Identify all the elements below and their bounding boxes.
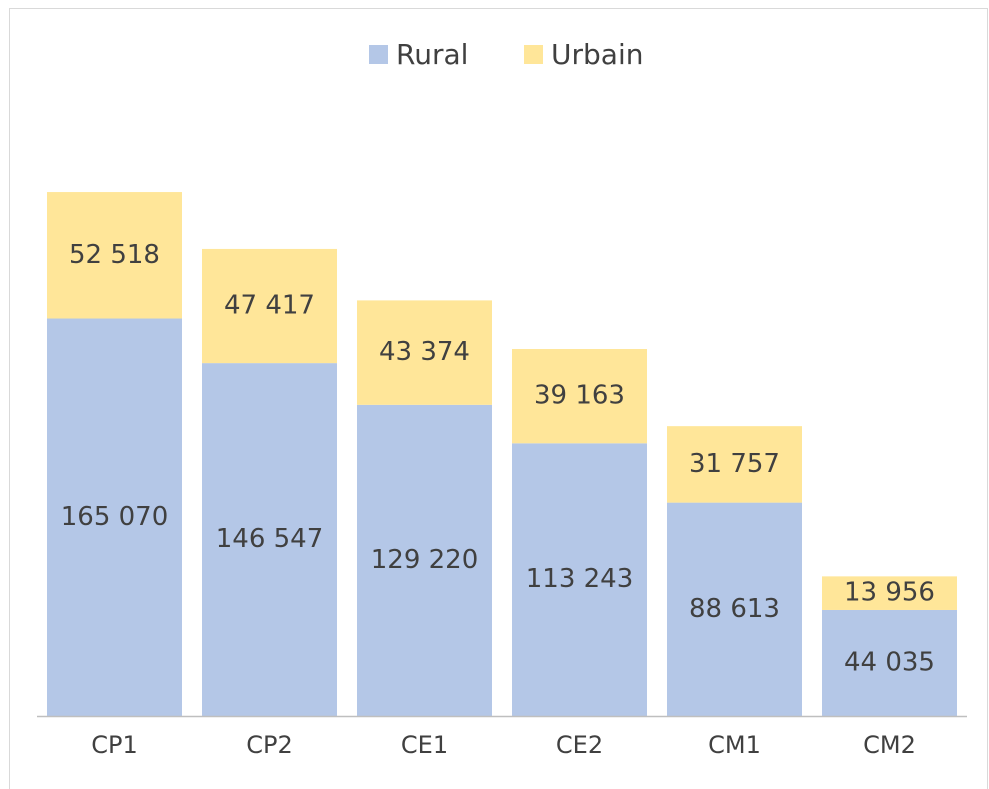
data-label: 47 417 (224, 291, 315, 321)
data-label: 146 547 (216, 524, 324, 554)
bar-segment (47, 192, 182, 319)
bar-segment (512, 443, 647, 716)
legend-swatch (369, 45, 388, 64)
chart-border (9, 8, 988, 789)
legend-label: Urbain (551, 38, 643, 71)
data-label: 52 518 (69, 240, 160, 270)
data-label: 88 613 (689, 594, 780, 624)
bar-segment (822, 609, 957, 716)
data-label: 113 243 (526, 564, 634, 594)
data-label: 44 035 (844, 647, 935, 677)
bar-segment (667, 502, 802, 716)
bar-segment (357, 404, 492, 716)
bar-segment (202, 363, 337, 716)
bar-segment (667, 426, 802, 503)
x-tick-label: CM2 (863, 731, 916, 759)
bar-segment (512, 349, 647, 444)
bar-segment (822, 576, 957, 610)
x-tick-label: CM1 (708, 731, 761, 759)
data-label: 31 757 (689, 449, 780, 479)
data-label: 129 220 (371, 545, 479, 575)
legend-swatch (524, 45, 543, 64)
data-label: 39 163 (534, 381, 625, 411)
x-tick-label: CP1 (91, 731, 138, 759)
data-label: 43 374 (379, 337, 470, 367)
data-label: 13 956 (844, 578, 935, 608)
bar-segment (47, 318, 182, 716)
legend-label: Rural (396, 38, 468, 71)
bar-segment (357, 300, 492, 405)
x-tick-label: CP2 (246, 731, 293, 759)
data-label: 165 070 (61, 502, 169, 532)
x-tick-label: CE2 (556, 731, 603, 759)
bar-segment (202, 248, 337, 364)
x-tick-label: CE1 (401, 731, 448, 759)
